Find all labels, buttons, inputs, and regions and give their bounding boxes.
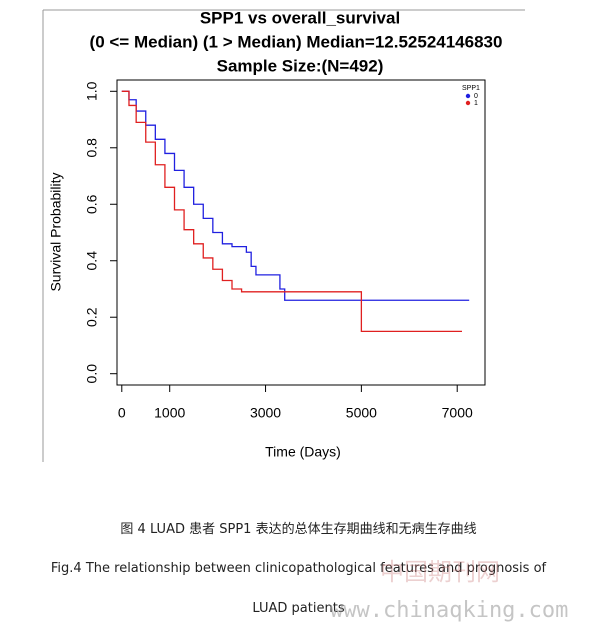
plot-box — [116, 79, 486, 386]
caption-cn: 图 4 LUAD 患者 SPP1 表达的总体生存期曲线和无病生存曲线 — [120, 522, 477, 537]
x-tick-label: 5000 — [346, 405, 377, 421]
legend-label: 1 — [474, 100, 478, 107]
y-tick-label: 1.0 — [84, 81, 100, 101]
x-axis-label: Time (Days) — [265, 444, 341, 460]
x-tick-label: 1000 — [154, 405, 185, 421]
y-tick-label: 0.2 — [84, 307, 100, 327]
watermark: 中国期刊网 — [380, 558, 500, 586]
chart-title: Sample Size:(N=492) — [217, 56, 384, 75]
y-tick-label: 0.6 — [84, 194, 100, 214]
x-tick-label: 3000 — [250, 405, 281, 421]
chart-title: (0 <= Median) (1 > Median) Median=12.525… — [90, 32, 503, 51]
y-tick-label: 0.4 — [84, 251, 100, 271]
legend-label: 0 — [474, 93, 478, 100]
y-tick-label: 0.0 — [84, 364, 100, 384]
caption-en: LUAD patients — [252, 601, 345, 616]
x-tick-label: 0 — [118, 405, 126, 421]
chart-title: SPP1 vs overall_survival — [200, 8, 400, 27]
chart: SPP1 vs overall_survival (0 <= Median) (… — [42, 8, 525, 462]
watermark: www.chinaqking.com — [330, 598, 569, 623]
x-tick-label: 7000 — [442, 405, 473, 421]
y-tick-label: 0.8 — [84, 138, 100, 158]
legend-title: SPP1 — [462, 85, 480, 92]
legend-marker — [465, 100, 471, 106]
survival-curve — [121, 90, 462, 332]
y-axis-label: Survival Probability — [48, 172, 64, 291]
legend-marker — [465, 93, 471, 99]
caption-en: Fig.4 The relationship between clinicopa… — [50, 561, 547, 576]
